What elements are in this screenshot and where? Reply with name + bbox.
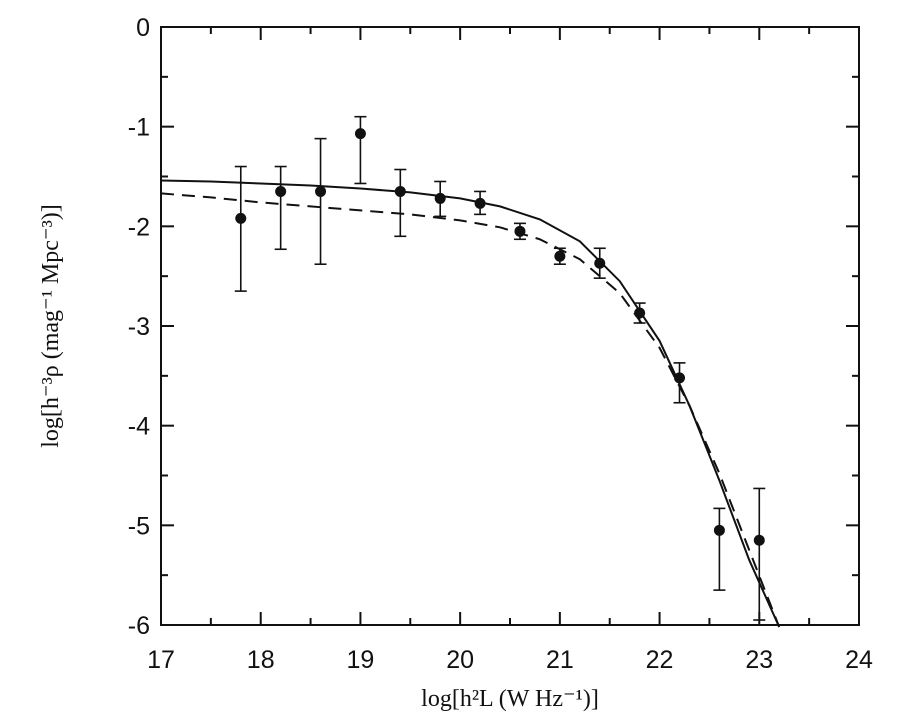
data-point-group (593, 247, 606, 279)
y-tick-label: -1 (128, 114, 150, 142)
x-tick-label: 18 (247, 646, 275, 674)
y-tick-label: -3 (128, 313, 150, 341)
x-tick-label: 21 (546, 646, 574, 674)
y-tick-label: -5 (128, 512, 150, 540)
y-axis-label: log[h⁻³ρ (mag⁻¹ Mpc⁻³)] (38, 204, 64, 448)
data-point (554, 250, 566, 262)
data-point-group (713, 507, 726, 591)
data-point (474, 197, 486, 209)
data-point (394, 185, 406, 197)
x-tick-label: 24 (845, 646, 873, 674)
data-point-group (234, 165, 247, 292)
x-tick-label: 19 (347, 646, 375, 674)
data-point (594, 257, 606, 269)
y-tick-labels: 0 -1 -2 -3 -4 -5 -6 (128, 14, 150, 640)
data-point-group (354, 115, 367, 185)
data-point (354, 128, 366, 140)
data-point-group (314, 137, 327, 266)
data-point (514, 225, 526, 237)
x-tick-label: 20 (446, 646, 474, 674)
data-point (235, 212, 247, 224)
x-tick-labels: 17 18 19 20 21 22 23 24 (147, 646, 873, 674)
data-point-group (394, 168, 407, 238)
data-point (634, 307, 646, 319)
data-point-group (513, 222, 526, 241)
y-tick-label: -6 (128, 612, 150, 640)
y-tick-label: -4 (128, 413, 150, 441)
data-point (275, 185, 287, 197)
data-point-group (553, 247, 566, 266)
x-axis-label: log[h²L (W Hz⁻¹)] (421, 686, 599, 712)
dashed-model-curve (160, 192, 781, 628)
data-point-group (673, 362, 686, 404)
data-point-group (633, 302, 646, 324)
y-tick-label: -2 (128, 213, 150, 241)
plot-frame (160, 26, 860, 626)
data-point (713, 524, 725, 536)
data-point-group (274, 165, 287, 251)
x-tick-label: 23 (745, 646, 773, 674)
data-points (234, 115, 766, 621)
x-tick-label: 22 (646, 646, 674, 674)
data-point-group (474, 190, 487, 216)
axis-ticks (160, 26, 860, 626)
y-tick-label: 0 (136, 14, 150, 42)
data-point (753, 534, 765, 546)
data-point (315, 185, 327, 197)
x-tick-label: 17 (147, 646, 175, 674)
data-point-group (753, 487, 766, 621)
data-point (434, 192, 446, 204)
data-point (674, 372, 686, 384)
data-point-group (434, 180, 447, 218)
solid-model-curve (160, 179, 781, 628)
